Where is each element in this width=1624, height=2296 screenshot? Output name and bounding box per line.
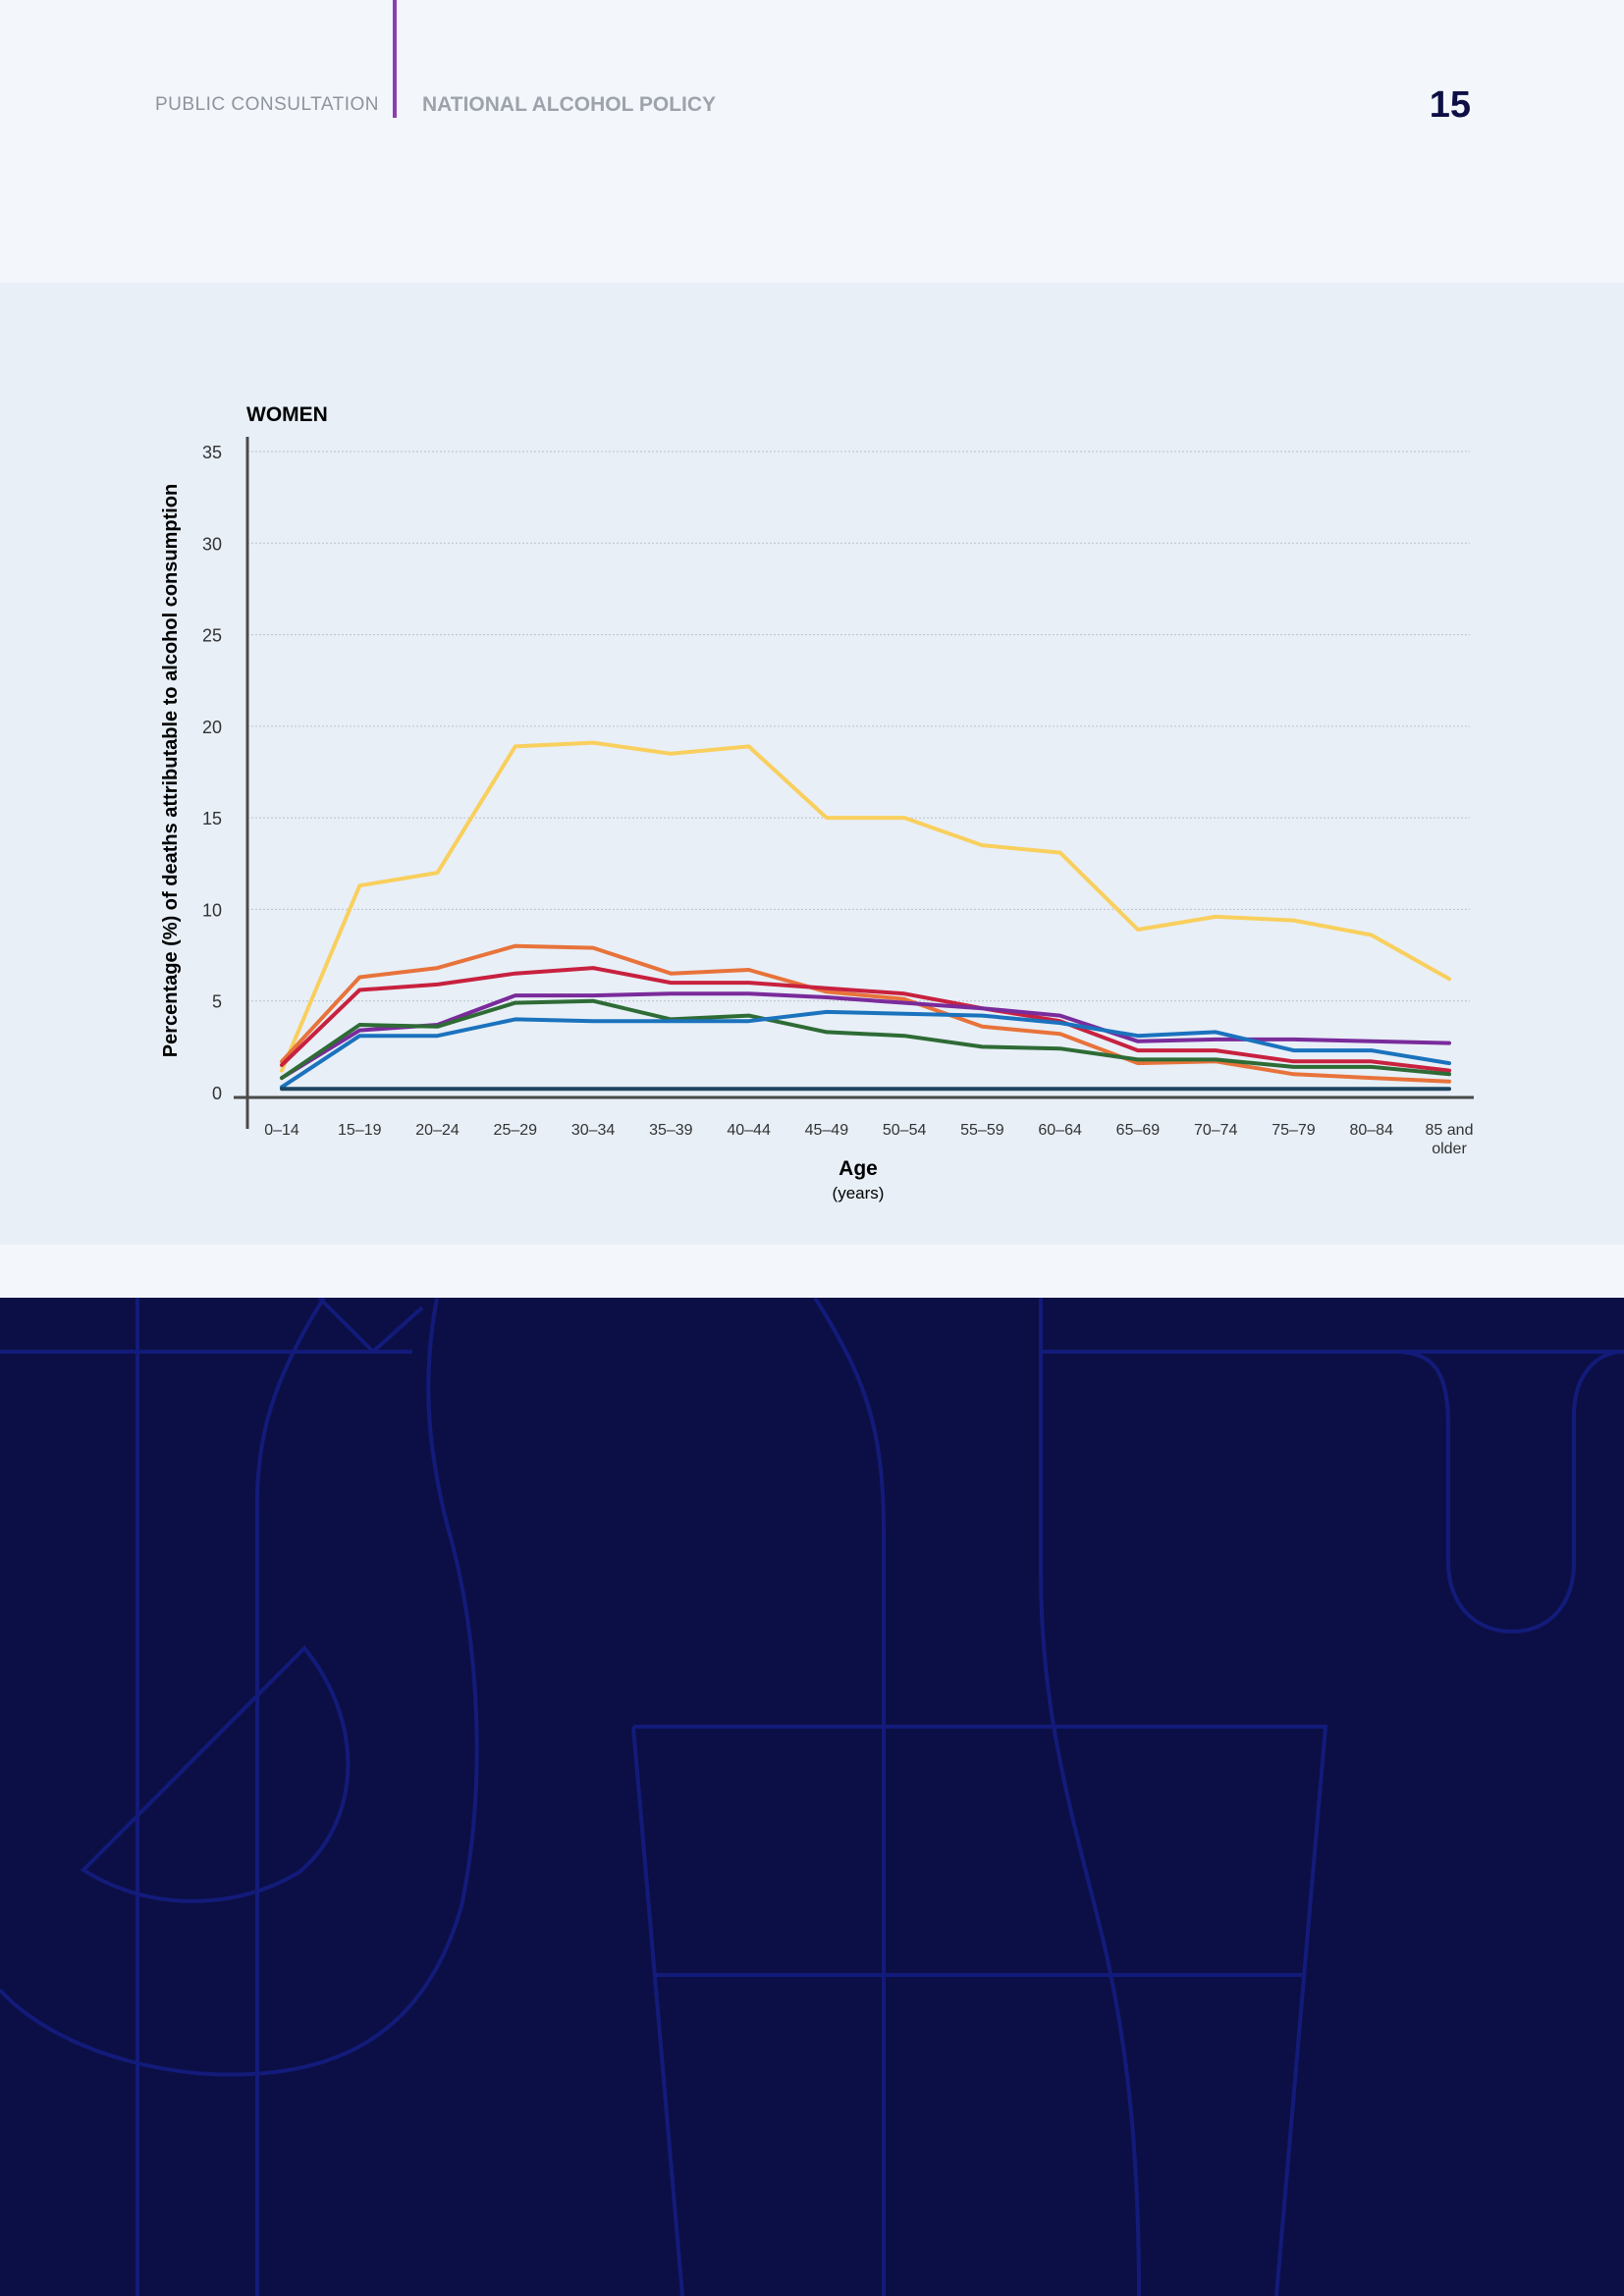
x-tick-label: 50–54 [883, 1122, 927, 1139]
header-divider [393, 0, 397, 118]
x-tick-label: 0–14 [264, 1122, 299, 1139]
series-line-2 [280, 943, 1451, 1084]
decorative-illustration-band [0, 1298, 1624, 2296]
y-tick-label: 10 [202, 900, 222, 920]
series-line-3 [280, 966, 1451, 1073]
x-tick-label: 25–29 [494, 1122, 538, 1139]
document-title: NATIONAL ALCOHOL POLICY [422, 93, 717, 116]
series-line-5 [280, 998, 1451, 1081]
y-tick-label: 35 [202, 443, 222, 462]
y-tick-label: 5 [212, 992, 222, 1012]
glassware-line-art [0, 1298, 1624, 2296]
x-tick-label: 80–84 [1349, 1122, 1393, 1139]
x-tick-label: 70–74 [1194, 1122, 1238, 1139]
x-tick-label: 15–19 [338, 1122, 382, 1139]
x-tick-label: 75–79 [1272, 1122, 1316, 1139]
page-header: PUBLIC CONSULTATION NATIONAL ALCOHOL POL… [0, 0, 1624, 283]
y-tick-label: 25 [202, 626, 222, 646]
x-axis-sublabel: (years) [833, 1184, 885, 1202]
series-line-1 [280, 740, 1451, 1073]
chart-title: WOMEN [246, 403, 328, 426]
x-tick-label: 40–44 [727, 1122, 771, 1139]
series-line-6 [280, 1009, 1451, 1090]
page-number: 15 [1429, 84, 1471, 126]
x-tick-label: 55–59 [960, 1122, 1004, 1139]
x-tick-label: 20–24 [415, 1122, 460, 1139]
x-tick-label-line: older [1432, 1141, 1467, 1157]
x-tick-label: 35–39 [649, 1122, 693, 1139]
x-tick-label: 30–34 [571, 1122, 616, 1139]
y-tick-label: 30 [202, 534, 222, 554]
y-tick-label: 0 [212, 1084, 222, 1103]
line-chart: WOMEN Percentage (%) of deaths attributa… [160, 403, 1474, 1202]
x-tick-label: 85 and older [1426, 1122, 1474, 1157]
y-axis-label: Percentage (%) of deaths attributable to… [160, 484, 182, 1058]
x-axis-label: Age [839, 1157, 878, 1180]
x-tick-label: 65–69 [1116, 1122, 1161, 1139]
y-tick-label: 15 [202, 809, 222, 828]
y-tick-label: 20 [202, 718, 222, 737]
x-tick-label: 45–49 [805, 1122, 849, 1139]
x-tick-label: 60–64 [1038, 1122, 1082, 1139]
x-tick-label-line: 85 and [1426, 1122, 1474, 1139]
chart-panel [0, 283, 1624, 1245]
section-label: PUBLIC CONSULTATION [155, 94, 380, 115]
